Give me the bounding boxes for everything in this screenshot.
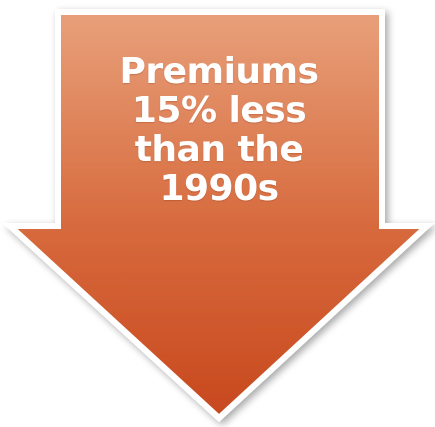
callout-line-4: 1990s <box>159 168 279 209</box>
callout-line-2: 15% less <box>131 90 307 131</box>
callout-text: Premiums 15% less than the 1990s <box>58 52 380 208</box>
callout-line-3: than the <box>134 129 304 170</box>
callout-line-1: Premiums <box>119 51 319 92</box>
arrow-body <box>2 9 435 423</box>
